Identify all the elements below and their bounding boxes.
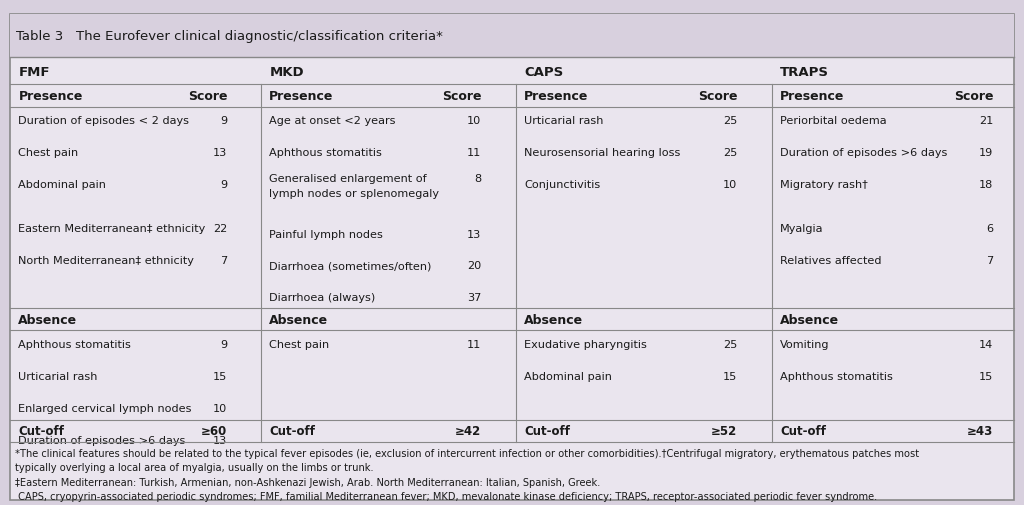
Text: FMF: FMF (18, 66, 50, 79)
Text: 22: 22 (213, 224, 227, 234)
Text: 9: 9 (220, 116, 227, 126)
Text: Diarrhoea (sometimes/often): Diarrhoea (sometimes/often) (269, 261, 432, 271)
Text: 7: 7 (986, 256, 993, 266)
Text: Absence: Absence (524, 313, 584, 326)
Text: Painful lymph nodes: Painful lymph nodes (269, 229, 383, 239)
Text: Abdominal pain: Abdominal pain (524, 371, 612, 381)
Text: 13: 13 (213, 435, 227, 445)
Text: Exudative pharyngitis: Exudative pharyngitis (524, 339, 647, 349)
Text: 19: 19 (979, 148, 993, 158)
Text: ≥52: ≥52 (711, 424, 737, 437)
Text: Presence: Presence (18, 90, 83, 103)
Text: North Mediterranean‡ ethnicity: North Mediterranean‡ ethnicity (18, 256, 195, 266)
Text: Aphthous stomatitis: Aphthous stomatitis (780, 371, 893, 381)
Text: 25: 25 (723, 339, 737, 349)
Text: 15: 15 (213, 371, 227, 381)
Text: 37: 37 (467, 293, 481, 303)
Text: lymph nodes or splenomegaly: lymph nodes or splenomegaly (269, 188, 439, 198)
Text: Presence: Presence (269, 90, 334, 103)
Text: Presence: Presence (524, 90, 589, 103)
Text: ‡Eastern Mediterranean: Turkish, Armenian, non-Ashkenazi Jewish, Arab. North Med: ‡Eastern Mediterranean: Turkish, Armenia… (15, 477, 601, 487)
Text: 9: 9 (220, 339, 227, 349)
Text: Presence: Presence (780, 90, 845, 103)
Text: 25: 25 (723, 148, 737, 158)
Text: ≥43: ≥43 (967, 424, 993, 437)
Text: Score: Score (697, 90, 737, 103)
Text: Absence: Absence (269, 313, 329, 326)
Text: Periorbital oedema: Periorbital oedema (780, 116, 887, 126)
Text: Abdominal pain: Abdominal pain (18, 180, 106, 190)
Text: 10: 10 (213, 403, 227, 413)
Text: Eastern Mediterranean‡ ethnicity: Eastern Mediterranean‡ ethnicity (18, 224, 206, 234)
Text: Score: Score (953, 90, 993, 103)
Text: typically overlying a local area of myalgia, usually on the limbs or trunk.: typically overlying a local area of myal… (15, 463, 374, 473)
Text: Urticarial rash: Urticarial rash (18, 371, 98, 381)
Text: 13: 13 (213, 148, 227, 158)
Text: 25: 25 (723, 116, 737, 126)
Text: Duration of episodes >6 days: Duration of episodes >6 days (780, 148, 947, 158)
FancyBboxPatch shape (10, 15, 1014, 58)
Text: Cut-off: Cut-off (524, 424, 570, 437)
Text: Myalgia: Myalgia (780, 224, 823, 234)
Text: Neurosensorial hearing loss: Neurosensorial hearing loss (524, 148, 681, 158)
Text: 13: 13 (467, 229, 481, 239)
Text: 14: 14 (979, 339, 993, 349)
Text: Chest pain: Chest pain (269, 339, 330, 349)
Text: ≥60: ≥60 (201, 424, 227, 437)
Text: Vomiting: Vomiting (780, 339, 829, 349)
Text: Urticarial rash: Urticarial rash (524, 116, 604, 126)
Text: 9: 9 (220, 180, 227, 190)
Text: Absence: Absence (18, 313, 78, 326)
Text: 18: 18 (979, 180, 993, 190)
Text: Cut-off: Cut-off (18, 424, 65, 437)
Text: Cut-off: Cut-off (269, 424, 315, 437)
Text: Score: Score (441, 90, 481, 103)
Text: 21: 21 (979, 116, 993, 126)
Text: Chest pain: Chest pain (18, 148, 79, 158)
Text: Absence: Absence (780, 313, 840, 326)
Text: Duration of episodes < 2 days: Duration of episodes < 2 days (18, 116, 189, 126)
Text: Conjunctivitis: Conjunctivitis (524, 180, 600, 190)
Text: 11: 11 (467, 339, 481, 349)
Text: 15: 15 (723, 371, 737, 381)
Text: Table 3   The Eurofever clinical diagnostic/classification criteria*: Table 3 The Eurofever clinical diagnosti… (16, 30, 443, 43)
Text: Score: Score (187, 90, 227, 103)
Text: Duration of episodes >6 days: Duration of episodes >6 days (18, 435, 185, 445)
Text: ≥42: ≥42 (455, 424, 481, 437)
Text: Migratory rash†: Migratory rash† (780, 180, 868, 190)
Text: MKD: MKD (269, 66, 304, 79)
Text: 6: 6 (986, 224, 993, 234)
Text: CAPS, cryopyrin-associated periodic syndromes; FMF, familial Mediterranean fever: CAPS, cryopyrin-associated periodic synd… (15, 491, 878, 501)
Text: 10: 10 (723, 180, 737, 190)
Text: Age at onset <2 years: Age at onset <2 years (269, 116, 396, 126)
Text: CAPS: CAPS (524, 66, 563, 79)
Text: TRAPS: TRAPS (780, 66, 829, 79)
Text: Relatives affected: Relatives affected (780, 256, 882, 266)
Text: 10: 10 (467, 116, 481, 126)
Text: 11: 11 (467, 148, 481, 158)
Text: 8: 8 (474, 173, 481, 183)
Text: Generalised enlargement of: Generalised enlargement of (269, 173, 427, 183)
Text: Enlarged cervical lymph nodes: Enlarged cervical lymph nodes (18, 403, 191, 413)
Text: Aphthous stomatitis: Aphthous stomatitis (269, 148, 382, 158)
Text: 15: 15 (979, 371, 993, 381)
Text: *The clinical features should be related to the typical fever episodes (ie, excl: *The clinical features should be related… (15, 448, 920, 459)
Text: 20: 20 (467, 261, 481, 271)
Text: Diarrhoea (always): Diarrhoea (always) (269, 293, 376, 303)
Text: Aphthous stomatitis: Aphthous stomatitis (18, 339, 131, 349)
FancyBboxPatch shape (10, 15, 1014, 500)
Text: Cut-off: Cut-off (780, 424, 826, 437)
Text: 7: 7 (220, 256, 227, 266)
